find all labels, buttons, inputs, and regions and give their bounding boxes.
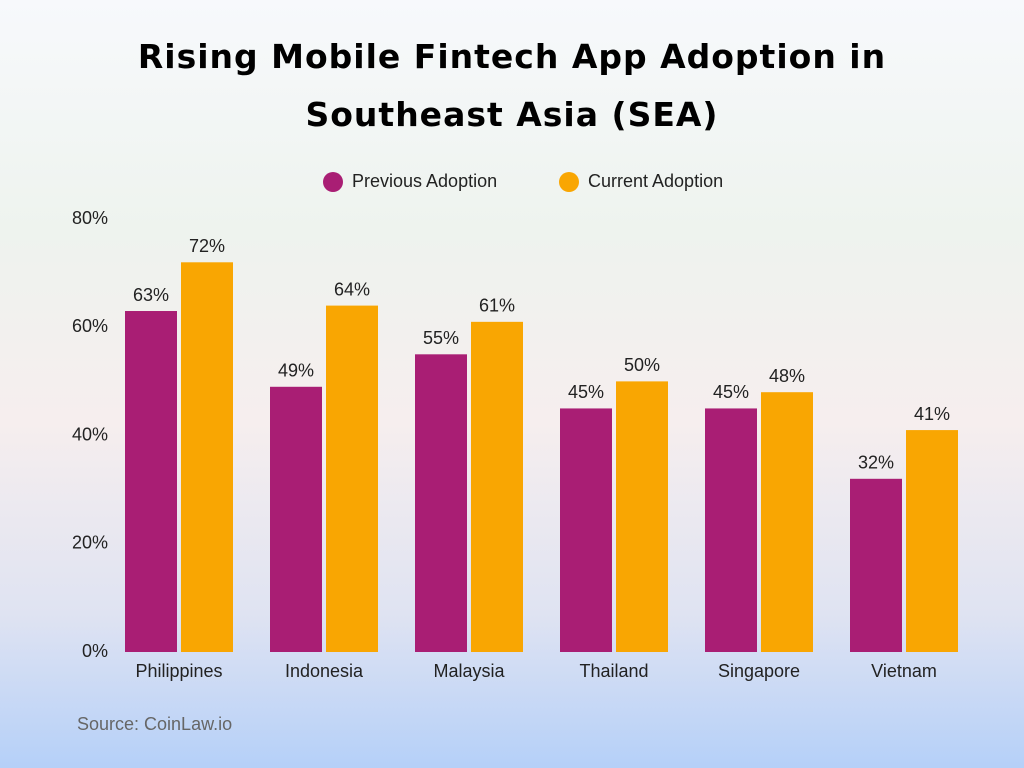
bar: [906, 430, 958, 652]
x-tick-label: Thailand: [579, 661, 648, 681]
bar: [415, 354, 467, 652]
x-tick-label: Malaysia: [433, 661, 505, 681]
bar: [616, 381, 668, 652]
bar: [125, 311, 177, 652]
x-tick-label: Philippines: [135, 661, 222, 681]
bar: [326, 305, 378, 652]
value-label: 49%: [278, 361, 314, 381]
x-tick-label: Vietnam: [871, 661, 937, 681]
bar: [850, 478, 902, 652]
value-label: 41%: [914, 404, 950, 424]
y-tick-label: 0%: [82, 641, 108, 661]
value-label: 64%: [334, 279, 370, 299]
value-label: 55%: [423, 328, 459, 348]
x-tick-label: Indonesia: [285, 661, 364, 681]
y-tick-label: 40%: [72, 424, 108, 444]
chart-title: Rising Mobile Fintech App Adoption in So…: [137, 37, 887, 134]
legend-label: Previous Adoption: [352, 171, 497, 191]
value-label: 63%: [133, 285, 169, 305]
bar: [705, 408, 757, 652]
x-tick-label: Singapore: [718, 661, 800, 681]
value-label: 50%: [624, 355, 660, 375]
legend-marker: [559, 172, 579, 192]
legend-marker: [323, 172, 343, 192]
source: Source: CoinLaw.io: [77, 714, 232, 734]
value-label: 48%: [769, 366, 805, 386]
y-tick-label: 80%: [72, 208, 108, 228]
bar: [270, 386, 322, 652]
bar: [560, 408, 612, 652]
value-label: 72%: [189, 236, 225, 256]
legend-label: Current Adoption: [588, 171, 723, 191]
bar: [181, 262, 233, 652]
y-tick-label: 60%: [72, 316, 108, 336]
value-label: 45%: [568, 382, 604, 402]
bar: [761, 392, 813, 652]
value-label: 61%: [479, 296, 515, 316]
bar: [471, 321, 523, 652]
value-label: 32%: [858, 453, 894, 473]
y-tick-label: 20%: [72, 533, 108, 553]
value-label: 45%: [713, 382, 749, 402]
